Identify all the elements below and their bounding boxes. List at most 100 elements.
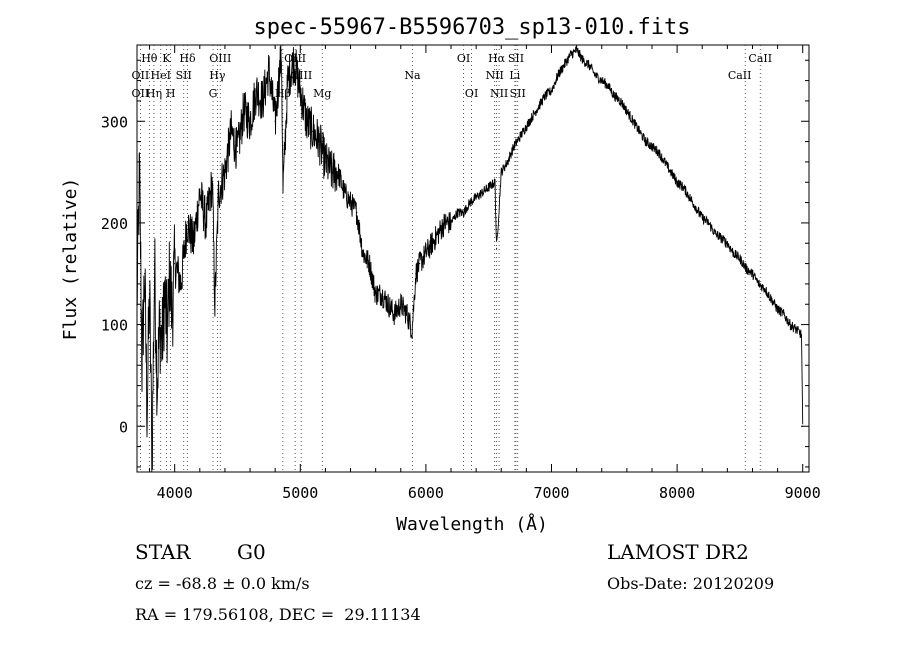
spectrum-point: [481, 191, 484, 194]
spectral-line-label: Na: [404, 69, 421, 82]
plot-frame: [136, 44, 810, 473]
spectrum-point: [236, 151, 239, 153]
spectrum-point: [411, 329, 413, 331]
spectrum-point: [601, 79, 603, 82]
spectrum-point: [789, 323, 791, 326]
spectrum-point: [349, 201, 352, 204]
spectrum-point: [619, 100, 622, 102]
observation-date: Obs-Date: 20120209: [607, 574, 775, 593]
spectrum-point: [211, 181, 213, 183]
spectrum-point: [582, 59, 584, 61]
y-tick-label: 100: [101, 317, 128, 335]
spectral-line-label: OIII: [284, 52, 306, 65]
spectrum-point: [557, 74, 559, 77]
spectrum-point: [343, 191, 345, 194]
spectrum-point: [299, 90, 301, 92]
spectrum-point: [337, 171, 339, 173]
spectrum-point: [262, 100, 264, 102]
spectrum-point: [733, 252, 735, 255]
spectrum-point: [764, 288, 766, 290]
y-tick-label: 0: [119, 418, 128, 436]
spectrum-point: [199, 191, 201, 194]
x-tick-label: 7000: [533, 484, 569, 502]
spectrum-point: [161, 344, 163, 346]
y-tick-label: 200: [101, 215, 128, 233]
x-tick-label: 5000: [282, 484, 318, 502]
spectral-line-label: SII: [510, 87, 526, 100]
spectral-line-label: OI: [465, 87, 478, 100]
spectrum-point: [186, 222, 188, 224]
spectral-line-label: Hθ: [141, 52, 158, 65]
spectrum-point: [381, 293, 383, 295]
spectrum-point: [331, 171, 333, 173]
spectrum-point: [174, 262, 176, 265]
x-axis-label: Wavelength (Å): [396, 513, 548, 535]
spectrum-point: [525, 125, 527, 127]
spectrum-point: [393, 313, 396, 316]
spectrum-point: [626, 110, 628, 112]
spectrum-point: [739, 257, 741, 260]
spectrum-point: [607, 85, 609, 87]
spectrum-series: [136, 44, 804, 473]
coordinates: RA = 179.56108, DEC = 29.11134: [135, 605, 421, 624]
spectrum-point: [519, 135, 521, 138]
spectrum-point: [419, 262, 421, 265]
y-axis-ticks: 0 100 200 300: [101, 59, 809, 468]
spectrum-point: [164, 293, 166, 295]
spectrum-point: [657, 151, 659, 153]
spectrum-point: [588, 64, 590, 66]
spectral-line-label: NII: [486, 69, 504, 82]
spectrum-point: [594, 74, 597, 77]
x-tick-label: 6000: [408, 484, 444, 502]
chart-title: spec-55967-B5596703_sp13-010.fits: [253, 15, 690, 40]
spectrum-point: [249, 120, 251, 122]
spectrum-point: [171, 313, 173, 316]
spectrum-point: [305, 120, 308, 122]
spectrum-point: [802, 425, 804, 427]
spectrum-point: [362, 252, 364, 255]
plot-border: [136, 44, 810, 473]
spectrum-point: [230, 130, 232, 133]
spectrum-point: [695, 207, 697, 209]
spectrum-point: [224, 171, 226, 173]
spectral-line-label: Hδ: [179, 52, 196, 65]
spectrum-point: [214, 303, 216, 305]
spectral-line-label: CaII: [728, 69, 752, 82]
spectral-line-label: OIII: [209, 52, 231, 65]
spectrum-point: [538, 105, 540, 107]
spectrum-point: [280, 49, 283, 51]
spectrum-point: [136, 303, 138, 305]
spectral-line-label: Li: [509, 69, 520, 82]
spectrum-point: [576, 49, 578, 51]
spectrum-point: [776, 308, 779, 310]
spectrum-point: [795, 329, 798, 331]
x-tick-label: 9000: [785, 484, 821, 502]
spectrum-point: [293, 59, 295, 61]
spectrum-point: [243, 110, 245, 112]
spectrum-point: [146, 405, 148, 407]
spectrum-point: [701, 217, 703, 219]
spectrum-point: [141, 364, 143, 366]
x-axis-ticks: 4000 5000 6000 7000 8000 9000: [149, 45, 821, 502]
spectrum-point: [425, 252, 427, 255]
spectrum-point: [544, 95, 546, 97]
spectrum-point: [368, 262, 370, 265]
x-tick-label: 8000: [659, 484, 695, 502]
spectrum-point: [645, 140, 647, 143]
spectrum-point: [569, 54, 571, 56]
spectral-line-label: SII: [176, 69, 192, 82]
spectral-line-label: Hα: [488, 52, 506, 65]
spectrum-point: [169, 273, 171, 275]
spectral-line-label: OI: [457, 52, 470, 65]
spectrum-point: [689, 196, 691, 199]
spectrum-point: [148, 293, 151, 295]
spectrum-point: [469, 201, 471, 204]
spectrum-point: [450, 222, 452, 224]
spectrum-point: [494, 181, 496, 183]
spectrum-point: [745, 268, 747, 270]
spectral-line-label: HeI: [151, 69, 171, 82]
spectrum-point: [356, 212, 358, 214]
spectral-line-label: G: [209, 87, 218, 100]
x-tick-label: 4000: [157, 484, 193, 502]
spectrum-point: [437, 232, 440, 234]
